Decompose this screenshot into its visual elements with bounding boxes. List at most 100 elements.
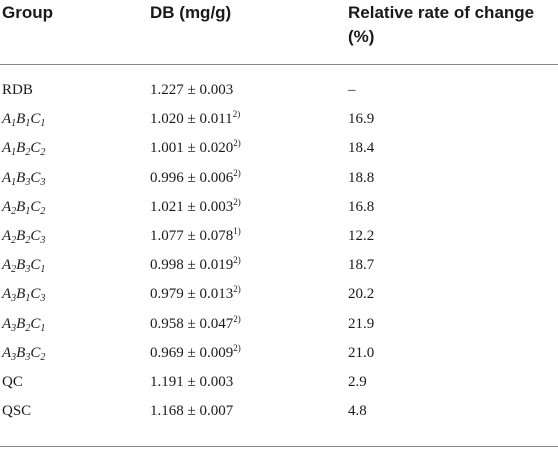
- factor-c-level: 2: [40, 351, 46, 363]
- db-cell: 0.958 ± 0.0472): [150, 314, 241, 334]
- db-cell: 0.969 ± 0.0092): [150, 343, 241, 363]
- group-cell: A3B1C3: [2, 286, 46, 305]
- significance-note: 2): [232, 109, 241, 120]
- group-cell: QC: [2, 373, 23, 390]
- factor-b-level: 1: [25, 118, 31, 130]
- db-cell: 0.979 ± 0.0132): [150, 284, 241, 304]
- db-cell: 0.996 ± 0.0062): [150, 168, 241, 188]
- db-cell: 0.998 ± 0.0192): [150, 255, 241, 275]
- db-cell: 1.227 ± 0.003: [150, 80, 233, 100]
- rate-cell: 12.2: [348, 227, 375, 244]
- db-value: 1.001 ± 0.020: [150, 140, 234, 157]
- table-body: RDB 1.227 ± 0.003 – A1B1C1 1.020 ± 0.011…: [0, 80, 558, 430]
- db-cell: 1.020 ± 0.0112): [150, 109, 240, 129]
- factor-a-level: 3: [11, 293, 17, 305]
- db-cell: 1.021 ± 0.0032): [150, 197, 241, 217]
- db-value: 1.077 ± 0.078: [150, 227, 234, 244]
- factor-a-level: 3: [11, 322, 17, 334]
- rate-cell: 21.9: [348, 315, 375, 332]
- table-row: A1B2C2 1.001 ± 0.0202) 18.4: [0, 138, 558, 167]
- group-cell: A1B3C3: [2, 169, 46, 188]
- db-cell: 1.191 ± 0.003: [150, 372, 233, 392]
- factor-c-level: 1: [40, 118, 46, 130]
- group-cell: RDB: [2, 82, 33, 98]
- significance-note: 2): [233, 167, 241, 178]
- rate-cell: 18.7: [348, 257, 375, 274]
- table-row: A2B2C3 1.077 ± 0.0781) 12.2: [0, 226, 558, 255]
- factor-b-level: 1: [25, 205, 31, 217]
- factor-a-level: 3: [11, 351, 17, 363]
- rate-cell: 20.2: [348, 286, 375, 303]
- group-cell: A2B1C2: [2, 198, 46, 217]
- db-value: 1.191 ± 0.003: [150, 373, 234, 390]
- db-value: 1.021 ± 0.003: [150, 198, 234, 215]
- group-cell: A2B2C3: [2, 227, 46, 246]
- factor-a-level: 1: [11, 147, 17, 159]
- factor-a-level: 2: [11, 205, 17, 217]
- factor-c-level: 1: [40, 264, 46, 276]
- table-row: RDB 1.227 ± 0.003 –: [0, 80, 558, 109]
- factor-c-level: 2: [40, 147, 46, 159]
- db-value: 0.979 ± 0.013: [150, 286, 234, 303]
- group-cell: A3B2C1: [2, 315, 46, 334]
- group-cell: A3B3C2: [2, 344, 46, 363]
- rate-cell: 18.4: [348, 140, 375, 157]
- group-cell: A1B1C1: [2, 111, 46, 130]
- db-value: 0.958 ± 0.047: [150, 315, 234, 332]
- db-value: 0.998 ± 0.019: [150, 257, 234, 274]
- rate-cell: 21.0: [348, 344, 375, 361]
- db-cell: 1.001 ± 0.0202): [150, 138, 241, 158]
- significance-note: 2): [233, 313, 241, 324]
- factor-b-level: 2: [25, 234, 31, 246]
- factor-b-level: 3: [25, 176, 31, 188]
- rate-cell: –: [348, 82, 356, 98]
- header-group: Group: [2, 3, 53, 22]
- group-cell: A2B3C1: [2, 257, 46, 276]
- table-row: A2B1C2 1.021 ± 0.0032) 16.8: [0, 197, 558, 226]
- table-row: QC 1.191 ± 0.003 2.9: [0, 372, 558, 401]
- group-cell: QSC: [2, 403, 32, 420]
- factor-b-level: 3: [25, 351, 31, 363]
- factor-b-level: 3: [25, 264, 31, 276]
- factor-a-level: 1: [11, 176, 17, 188]
- factor-c-level: 2: [40, 205, 46, 217]
- db-cell: 1.168 ± 0.007: [150, 401, 233, 421]
- factor-a-level: 1: [11, 118, 17, 130]
- table-row: A1B1C1 1.020 ± 0.0112) 16.9: [0, 109, 558, 138]
- factor-c-level: 1: [40, 322, 46, 334]
- factor-b-level: 1: [25, 293, 31, 305]
- factor-b-level: 2: [25, 322, 31, 334]
- db-value: 1.020 ± 0.011: [150, 111, 233, 128]
- table-row: QSC 1.168 ± 0.007 4.8: [0, 401, 558, 430]
- factor-c-level: 3: [40, 293, 46, 305]
- rate-cell: 2.9: [348, 373, 367, 390]
- db-value: 1.227 ± 0.003: [150, 82, 234, 98]
- db-cell: 1.077 ± 0.0781): [150, 226, 241, 246]
- significance-note: 2): [233, 255, 241, 266]
- significance-note: 2): [233, 138, 241, 149]
- significance-note: 2): [233, 284, 241, 295]
- significance-note: 2): [233, 342, 241, 353]
- rate-cell: 16.8: [348, 198, 375, 215]
- significance-note: 1): [233, 225, 241, 236]
- group-cell: A1B2C2: [2, 140, 46, 159]
- factor-b-level: 2: [25, 147, 31, 159]
- db-value: 1.168 ± 0.007: [150, 403, 234, 420]
- db-value: 0.996 ± 0.006: [150, 169, 234, 186]
- factor-c-level: 3: [40, 176, 46, 188]
- table-row: A3B2C1 0.958 ± 0.0472) 21.9: [0, 314, 558, 343]
- rate-cell: 18.8: [348, 169, 375, 186]
- rate-cell: 16.9: [348, 111, 375, 128]
- factor-a-level: 2: [11, 234, 17, 246]
- table-row: A1B3C3 0.996 ± 0.0062) 18.8: [0, 168, 558, 197]
- db-value: 0.969 ± 0.009: [150, 344, 234, 361]
- table-bottom-rule: [0, 446, 558, 447]
- significance-note: 2): [233, 196, 241, 207]
- table-row: A2B3C1 0.998 ± 0.0192) 18.7: [0, 255, 558, 284]
- table-header: Group DB (mg/g) Relative rate of change …: [0, 0, 558, 65]
- factor-a-level: 2: [11, 264, 17, 276]
- table-row: A3B1C3 0.979 ± 0.0132) 20.2: [0, 284, 558, 313]
- table-row: A3B3C2 0.969 ± 0.0092) 21.0: [0, 343, 558, 372]
- header-relative-rate: Relative rate of change (%): [348, 3, 535, 46]
